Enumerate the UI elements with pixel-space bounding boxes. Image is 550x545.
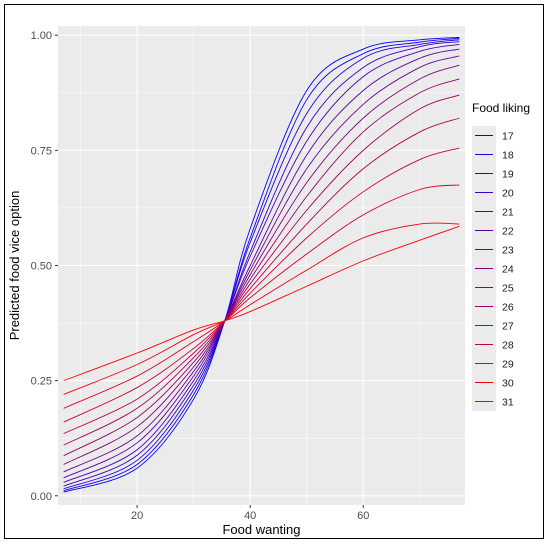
x-tick-label: 40 (244, 510, 256, 522)
y-tick-label: 0.00 (31, 491, 52, 503)
series-line-31 (63, 225, 460, 382)
series-line-30 (63, 222, 460, 395)
series-lines (63, 37, 460, 493)
series-line-17 (63, 37, 460, 493)
y-tick-label: 0.25 (31, 376, 52, 388)
legend-label: 25 (502, 283, 514, 295)
y-tick-label: 0.75 (31, 145, 52, 157)
legend-label: 21 (502, 207, 514, 219)
legend-label: 24 (502, 264, 514, 276)
legend-label: 19 (502, 169, 514, 181)
y-axis-title: Predicted food vice option (7, 191, 22, 341)
series-line-25 (63, 78, 460, 457)
line-chart: 20 40 60 0.00 0.25 0.50 0.75 1.00 Food wanting Pr… (7, 26, 530, 537)
series-line-20 (63, 41, 460, 487)
legend-label: 30 (502, 378, 514, 390)
legend-label: 29 (502, 359, 514, 371)
legend-label: 22 (502, 226, 514, 238)
y-tick-label: 1.00 (31, 30, 52, 42)
series-line-28 (63, 147, 460, 423)
figure-frame: 20 40 60 0.00 0.25 0.50 0.75 1.00 Food wanting Pr… (4, 4, 544, 539)
series-line-24 (63, 64, 460, 465)
x-tick-label: 60 (357, 510, 369, 522)
series-line-23 (63, 55, 460, 473)
legend-label: 18 (502, 150, 514, 162)
series-line-22 (63, 48, 460, 479)
series-line-27 (63, 117, 460, 435)
series-line-29 (63, 184, 460, 409)
x-axis-title: Food wanting (222, 522, 300, 537)
legend-label: 20 (502, 188, 514, 200)
series-line-21 (63, 43, 460, 483)
series-line-19 (63, 39, 460, 490)
series-line-18 (63, 37, 460, 492)
x-tick-label: 20 (131, 510, 143, 522)
legend: Food liking 17 18 19 20 21 22 23 24 25 26 27 28 29 30 3… (472, 101, 530, 411)
axes: 20 40 60 0.00 0.25 0.50 0.75 1.00 Food wanting Pr… (7, 30, 369, 537)
legend-label: 26 (502, 302, 514, 314)
legend-label: 23 (502, 245, 514, 257)
y-tick-label: 0.50 (31, 261, 52, 273)
legend-label: 31 (502, 397, 514, 409)
legend-title: Food liking (472, 101, 530, 115)
legend-label: 27 (502, 321, 514, 333)
legend-label: 17 (502, 131, 514, 143)
legend-label: 28 (502, 340, 514, 352)
series-line-26 (63, 94, 460, 446)
